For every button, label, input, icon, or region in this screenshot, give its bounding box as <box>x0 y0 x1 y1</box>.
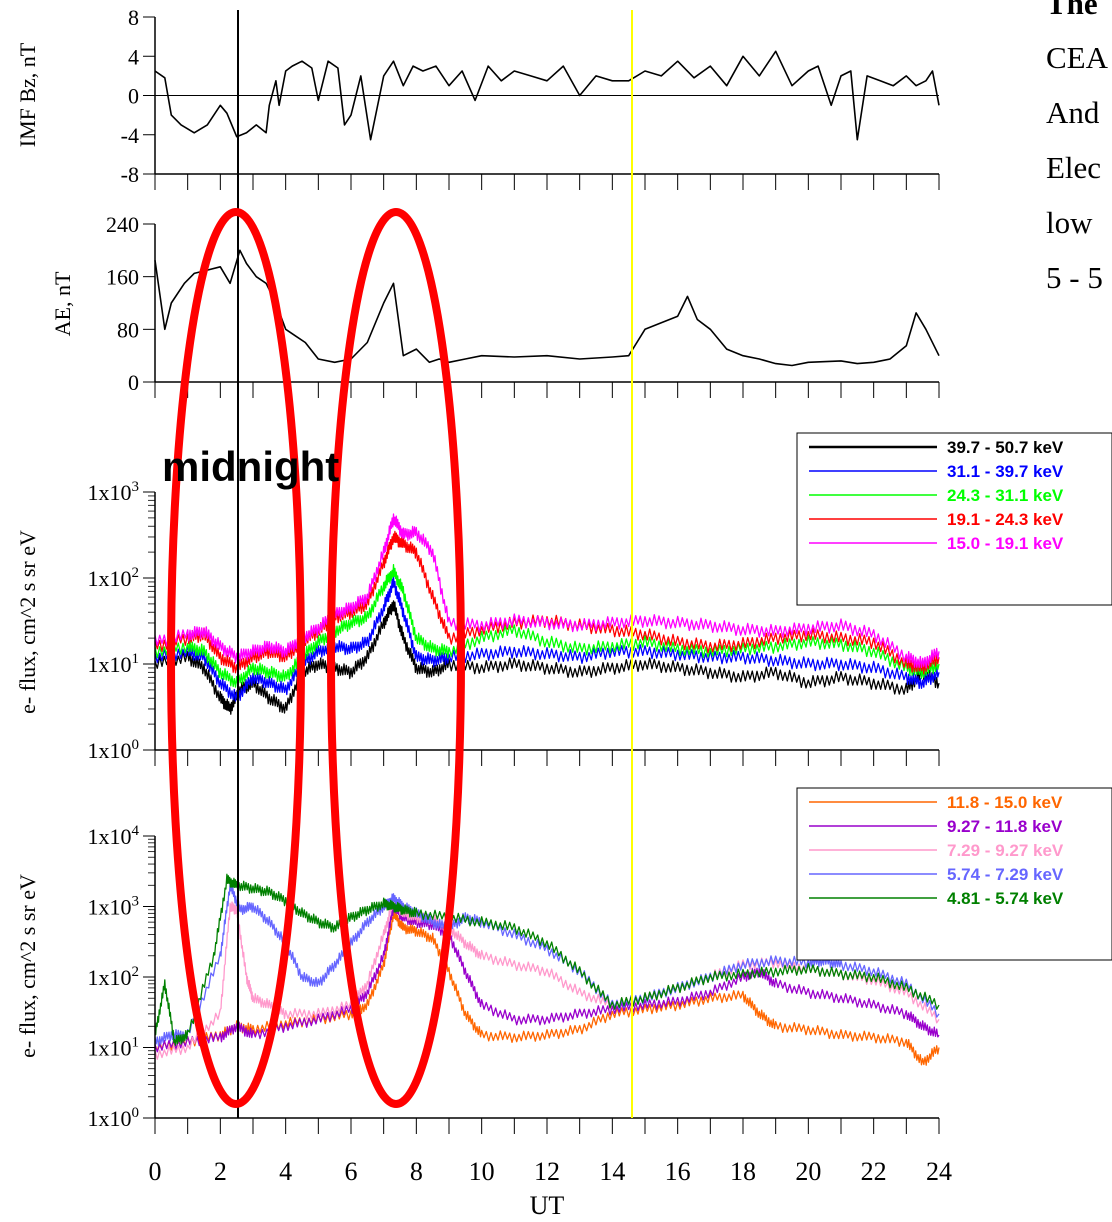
low-energy-flux-axes: 1x104 1x103 1x102 1x101 1x100 <box>88 823 940 1134</box>
x-tick-label: 10 <box>469 1157 495 1186</box>
y-tick-label: 240 <box>106 212 139 237</box>
x-tick-label: 4 <box>279 1157 292 1186</box>
ae-axes: 240 160 80 0 <box>106 212 940 398</box>
panel-low-energy-flux: 1x104 1x103 1x102 1x101 1x100 e- flux, cm^2 … <box>15 823 952 1220</box>
side-title: The <box>1046 0 1098 21</box>
x-tick-label: 14 <box>599 1157 625 1186</box>
panel-imf-bz: 8 4 0 -4 -8 IMF Bz, nT <box>15 5 940 190</box>
x-tick-label: 16 <box>665 1157 691 1186</box>
y-tick-label: 1x102 <box>88 964 140 990</box>
x-tick-label: 2 <box>214 1157 227 1186</box>
x-tick-label: 6 <box>345 1157 358 1186</box>
low-energy-flux-series <box>154 873 940 1066</box>
side-line-4: low <box>1046 205 1093 240</box>
series-line <box>154 902 940 1053</box>
x-tick-label: 24 <box>926 1157 952 1186</box>
legend-label: 11.8 - 15.0 keV <box>947 793 1063 812</box>
high-energy-flux-series <box>154 513 940 715</box>
y-tick-label: 1x100 <box>88 1105 140 1131</box>
x-tick-label: 18 <box>730 1157 756 1186</box>
y-tick-label: 1x102 <box>88 565 140 591</box>
x-tick-label: 0 <box>149 1157 162 1186</box>
ut-tick-labels: 0 2 4 6 8 10 12 14 16 18 20 22 24 <box>149 1157 953 1186</box>
series-line <box>154 513 940 669</box>
y-tick-label: 1x103 <box>88 479 140 505</box>
legend-low-energy: 11.8 - 15.0 keV 9.27 - 11.8 keV 7.29 - 9.2… <box>796 787 1112 961</box>
y-tick-label: 1x104 <box>88 823 140 849</box>
legend-label: 15.0 - 19.1 keV <box>947 534 1064 553</box>
highlight-ellipse-1 <box>167 208 305 1108</box>
series-line <box>154 249 940 367</box>
legend-label: 9.27 - 11.8 keV <box>947 817 1063 836</box>
legend-label: 39.7 - 50.7 keV <box>947 438 1064 457</box>
legend-high-energy: 39.7 - 50.7 keV 31.1 - 39.7 keV 24.3 - 31.… <box>796 432 1112 606</box>
legend-label: 24.3 - 31.1 keV <box>947 486 1064 505</box>
series-line <box>154 530 940 675</box>
x-tick-label: 8 <box>410 1157 423 1186</box>
legend-label: 31.1 - 39.7 keV <box>947 462 1064 481</box>
ae-ylabel: AE, nT <box>50 271 75 336</box>
x-tick-label: 12 <box>534 1157 560 1186</box>
y-tick-label: 1x103 <box>88 894 140 920</box>
y-tick-label: -8 <box>121 162 139 187</box>
side-line-2: And <box>1046 95 1100 130</box>
x-axis-label: UT <box>530 1191 565 1220</box>
y-tick-label: 80 <box>117 317 139 342</box>
y-tick-label: 0 <box>128 370 139 395</box>
x-tick-label: 20 <box>795 1157 821 1186</box>
side-line-5: 5 - 5 <box>1046 260 1103 295</box>
highlight-ellipse-2 <box>327 208 465 1108</box>
legend-label: 7.29 - 9.27 keV <box>947 841 1064 860</box>
legend-label: 4.81 - 5.74 keV <box>947 889 1064 908</box>
imf-bz-series <box>154 50 940 141</box>
imf-bz-ylabel: IMF Bz, nT <box>15 42 40 147</box>
y-tick-label: 8 <box>128 5 139 30</box>
y-tick-label: 160 <box>106 265 139 290</box>
ae-series <box>154 249 940 367</box>
y-tick-label: 1x100 <box>88 737 140 763</box>
midnight-label: midnight <box>162 443 339 490</box>
y-tick-label: 1x101 <box>88 1035 140 1061</box>
y-tick-label: -4 <box>121 123 139 148</box>
high-energy-flux-ylabel: e- flux, cm^2 s sr eV <box>15 530 40 714</box>
panel-ae: 240 160 80 0 AE, nT <box>50 212 940 398</box>
series-line <box>154 575 940 702</box>
series-line <box>154 50 940 141</box>
series-line <box>154 563 940 688</box>
side-line-3: Elec <box>1046 150 1102 185</box>
low-energy-flux-ylabel: e- flux, cm^2 s sr eV <box>15 874 40 1058</box>
imf-bz-axes: 8 4 0 -4 -8 <box>121 5 940 190</box>
high-energy-flux-axes: 1x103 1x102 1x101 1x100 <box>88 479 940 766</box>
series-line <box>154 873 940 1046</box>
x-tick-label: 22 <box>861 1157 887 1186</box>
panel-high-energy-flux: 1x103 1x102 1x101 1x100 e- flux, cm^2 s sr … <box>15 479 940 766</box>
y-tick-label: 0 <box>128 84 139 109</box>
legend-label: 19.1 - 24.3 keV <box>947 510 1064 529</box>
y-tick-label: 1x101 <box>88 651 140 677</box>
y-tick-label: 4 <box>128 44 139 69</box>
side-line-1: CEA <box>1046 40 1108 75</box>
legend-label: 5.74 - 7.29 keV <box>947 865 1064 884</box>
